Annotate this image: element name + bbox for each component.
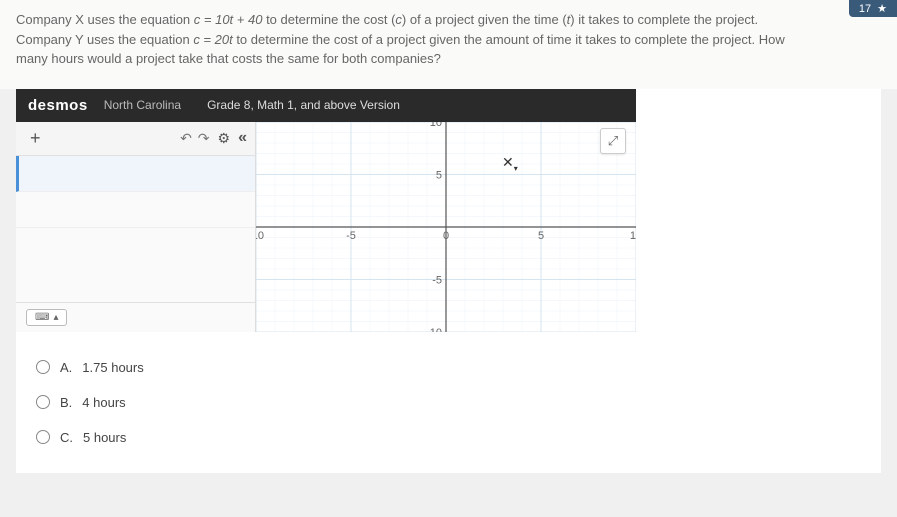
answer-c-text: 5 hours <box>83 430 126 445</box>
page-indicator: 17 ★ <box>849 0 897 17</box>
answer-b-text: 4 hours <box>82 395 125 410</box>
q-line3: many hours would a project take that cos… <box>16 49 881 69</box>
svg-text:-10: -10 <box>256 230 264 242</box>
q-line1-d: ) it takes to complete the project. <box>570 12 758 27</box>
q-line2-b: to determine the cost of a project given… <box>233 32 785 47</box>
svg-text:-5: -5 <box>432 274 442 286</box>
svg-text:5: 5 <box>538 230 544 242</box>
svg-text:0: 0 <box>443 230 449 242</box>
radio-a[interactable] <box>36 360 50 374</box>
q-line2-a: Company Y uses the equation <box>16 32 193 47</box>
gear-icon[interactable]: ⚙ <box>218 130 231 147</box>
collapse-panel-icon[interactable]: « <box>238 129 247 147</box>
main-content: desmos North Carolina Grade 8, Math 1, a… <box>16 89 881 473</box>
chevron-up-icon: ▴ <box>53 312 58 323</box>
q-eq2: c = 20t <box>193 32 232 47</box>
expression-row-1[interactable] <box>16 156 255 192</box>
desmos-calculator: desmos North Carolina Grade 8, Math 1, a… <box>16 89 636 332</box>
q-eq1: c = 10t + 40 <box>194 12 263 27</box>
svg-text:5: 5 <box>436 169 442 181</box>
radio-b[interactable] <box>36 395 50 409</box>
redo-icon[interactable]: ↷ <box>198 130 210 147</box>
zoom-icon: ⤢ <box>608 133 618 149</box>
answer-c-prefix: C. <box>60 430 73 445</box>
desmos-logo: desmos <box>28 97 88 114</box>
q-line1-c: ) of a project given the time ( <box>402 12 567 27</box>
svg-text:10: 10 <box>430 122 442 129</box>
zoom-home-button[interactable]: ⤢ <box>600 128 626 154</box>
answer-a-text: 1.75 hours <box>82 360 143 375</box>
answer-options: A. 1.75 hours B. 4 hours C. 5 hours <box>16 332 881 473</box>
undo-icon[interactable]: ↶ <box>180 130 192 147</box>
q-line1-a: Company X uses the equation <box>16 12 194 27</box>
desmos-version: Grade 8, Math 1, and above Version <box>207 98 400 112</box>
add-expression-button[interactable]: + <box>24 128 47 149</box>
desmos-body: + ↶ ↷ ⚙ « ⌨ ▴ -10 -5 0 5 <box>16 122 636 332</box>
answer-option-b[interactable]: B. 4 hours <box>36 385 861 420</box>
star-icon: ★ <box>877 2 887 15</box>
graph-panel[interactable]: -10-50510-10-5510 ⤢ ✕▾ <box>256 122 636 332</box>
radio-c[interactable] <box>36 430 50 444</box>
expression-panel: + ↶ ↷ ⚙ « ⌨ ▴ <box>16 122 256 332</box>
desmos-subtitle: North Carolina <box>104 98 181 112</box>
question-text-block: Company X uses the equation c = 10t + 40… <box>0 0 897 89</box>
answer-option-c[interactable]: C. 5 hours <box>36 420 861 455</box>
desmos-header: desmos North Carolina Grade 8, Math 1, a… <box>16 89 636 122</box>
expression-toolbar: + ↶ ↷ ⚙ « <box>16 122 255 156</box>
svg-text:-5: -5 <box>346 230 356 242</box>
answer-a-prefix: A. <box>60 360 72 375</box>
svg-text:-10: -10 <box>426 327 442 332</box>
graph-canvas[interactable]: -10 -5 0 5 10 -10 -5 5 10 <box>256 122 636 332</box>
keyboard-toggle: ⌨ ▴ <box>16 302 255 332</box>
svg-text:10: 10 <box>630 230 636 242</box>
page-count: 17 <box>859 3 871 15</box>
keyboard-button[interactable]: ⌨ ▴ <box>26 309 67 326</box>
expression-row-2[interactable] <box>16 192 255 228</box>
answer-b-prefix: B. <box>60 395 72 410</box>
keyboard-icon: ⌨ <box>35 312 49 323</box>
answer-option-a[interactable]: A. 1.75 hours <box>36 350 861 385</box>
q-line1-b: to determine the cost ( <box>262 12 395 27</box>
